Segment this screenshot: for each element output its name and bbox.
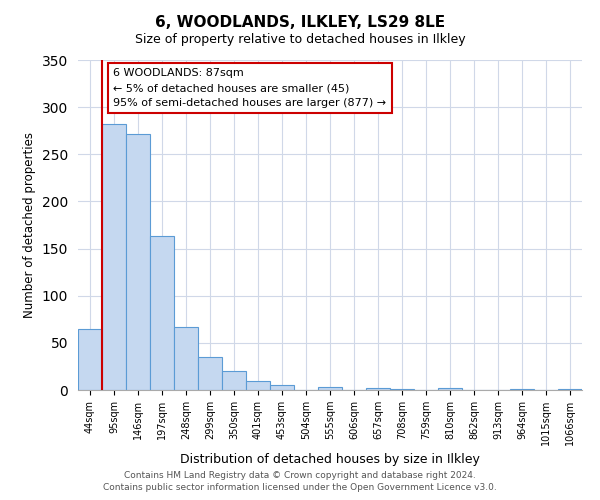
Bar bbox=[222, 371, 246, 390]
Bar bbox=[270, 386, 294, 390]
Bar bbox=[438, 388, 462, 390]
Bar bbox=[558, 389, 582, 390]
Bar bbox=[318, 387, 342, 390]
Bar bbox=[366, 388, 390, 390]
Bar bbox=[150, 236, 174, 390]
Bar bbox=[174, 327, 198, 390]
Bar bbox=[126, 134, 150, 390]
Bar bbox=[390, 389, 414, 390]
Text: 6 WOODLANDS: 87sqm
← 5% of detached houses are smaller (45)
95% of semi-detached: 6 WOODLANDS: 87sqm ← 5% of detached hous… bbox=[113, 68, 386, 108]
Text: Contains HM Land Registry data © Crown copyright and database right 2024.
Contai: Contains HM Land Registry data © Crown c… bbox=[103, 471, 497, 492]
Bar bbox=[198, 357, 222, 390]
Bar bbox=[78, 328, 102, 390]
Bar bbox=[510, 389, 534, 390]
Bar bbox=[102, 124, 126, 390]
Y-axis label: Number of detached properties: Number of detached properties bbox=[23, 132, 37, 318]
X-axis label: Distribution of detached houses by size in Ilkley: Distribution of detached houses by size … bbox=[180, 454, 480, 466]
Text: Size of property relative to detached houses in Ilkley: Size of property relative to detached ho… bbox=[134, 32, 466, 46]
Bar bbox=[246, 380, 270, 390]
Text: 6, WOODLANDS, ILKLEY, LS29 8LE: 6, WOODLANDS, ILKLEY, LS29 8LE bbox=[155, 15, 445, 30]
